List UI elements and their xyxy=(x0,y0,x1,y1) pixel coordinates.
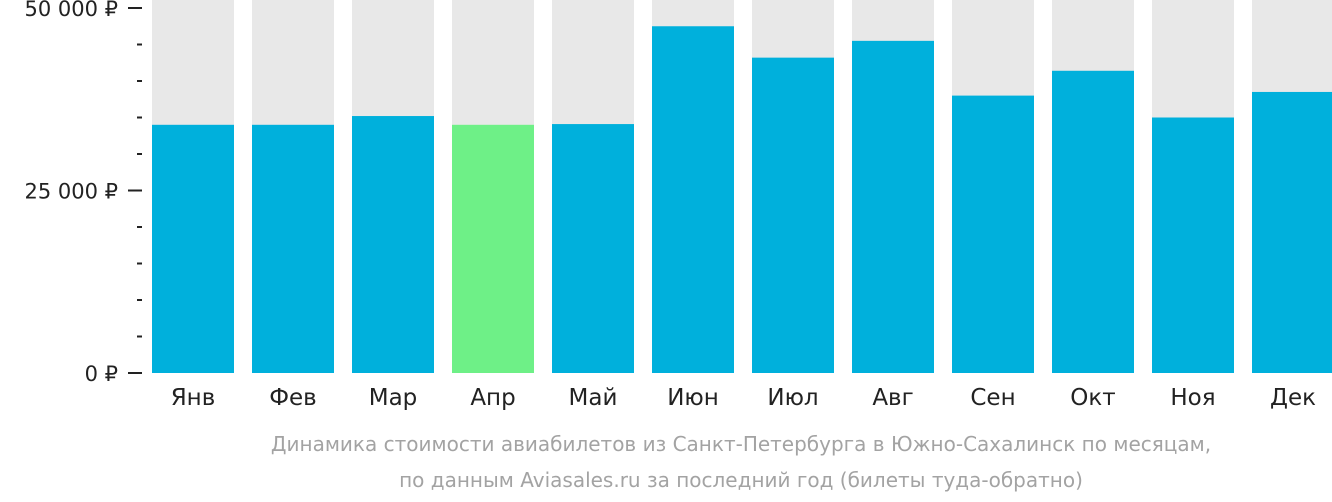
bar-10[interactable] xyxy=(1052,70,1134,373)
y-tick-label: 25 000 ₽ xyxy=(24,180,118,204)
x-tick-label: Янв xyxy=(171,385,216,411)
y-tick-label: 50 000 ₽ xyxy=(24,0,118,21)
y-axis: 0 ₽ 25 000 ₽ 50 000 ₽ xyxy=(24,0,142,386)
x-tick-label: Ноя xyxy=(1170,385,1215,411)
x-tick-label: Авг xyxy=(872,385,913,411)
x-tick-label: Июн xyxy=(667,385,719,411)
bar-4[interactable] xyxy=(452,124,534,373)
x-tick-label: Апр xyxy=(470,385,515,411)
x-tick-label: Фев xyxy=(269,385,317,411)
x-axis-labels: Янв Фев Мар Апр Май Июн Июл Авг Сен Окт Ноя Дек xyxy=(171,385,1316,411)
x-tick-label: Мар xyxy=(369,385,418,411)
x-tick-label: Май xyxy=(569,385,618,411)
bar-11[interactable] xyxy=(1152,117,1234,374)
chart-caption-line-2: по данным Aviasales.ru за последний год … xyxy=(399,468,1083,492)
y-tick-label: 0 ₽ xyxy=(85,362,118,386)
bar-6[interactable] xyxy=(652,26,734,373)
bar-12[interactable] xyxy=(1252,91,1332,373)
bar-9[interactable] xyxy=(952,95,1034,373)
data-bars xyxy=(152,26,1332,373)
bar-5[interactable] xyxy=(552,124,634,373)
x-tick-label: Дек xyxy=(1270,385,1316,411)
x-tick-label: Окт xyxy=(1070,385,1115,411)
bar-7[interactable] xyxy=(752,57,834,373)
x-tick-label: Июл xyxy=(767,385,818,411)
x-tick-label: Сен xyxy=(970,385,1015,411)
chart-caption-line-1: Динамика стоимости авиабилетов из Санкт-… xyxy=(270,432,1212,456)
bar-2[interactable] xyxy=(252,124,334,373)
bar-1[interactable] xyxy=(152,124,234,373)
bar-3[interactable] xyxy=(352,116,434,373)
bar-8[interactable] xyxy=(852,40,934,373)
